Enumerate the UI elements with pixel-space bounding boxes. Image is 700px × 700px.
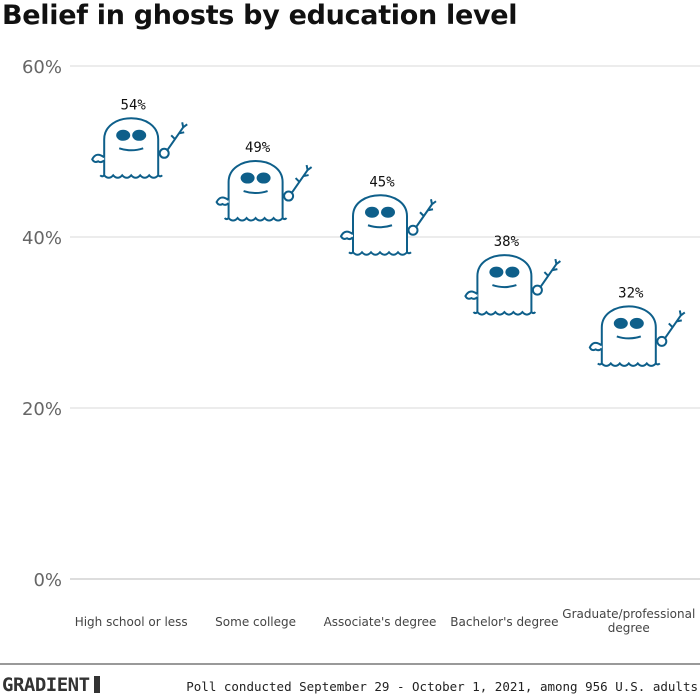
y-tick-label: 0% (33, 570, 62, 591)
ghost-icon (340, 194, 437, 256)
data-label: 32% (618, 285, 644, 301)
ghost-icon (91, 117, 189, 179)
y-tick-label: 60% (22, 57, 62, 78)
ghost-icon (588, 305, 686, 367)
data-label: 45% (369, 174, 395, 190)
chart-title: Belief in ghosts by education level (2, 0, 518, 31)
x-tick-label: Graduate/professional (562, 607, 695, 621)
x-tick-label: Bachelor's degree (450, 615, 558, 629)
x-tick-label: Associate's degree (324, 615, 437, 629)
x-tick-label: High school or less (75, 615, 188, 629)
footer-divider (0, 663, 700, 665)
x-tick-label: degree (608, 621, 650, 635)
ghost-icon (464, 254, 562, 316)
logo-bar (93, 676, 100, 693)
data-label: 49% (245, 140, 271, 156)
data-label: 38% (494, 234, 520, 250)
x-tick-label: Some college (215, 615, 296, 629)
y-tick-label: 20% (22, 399, 62, 420)
logo-text: GRADIENT (2, 674, 90, 696)
gradient-logo: GRADIENT (2, 674, 100, 696)
footer-note: Poll conducted September 29 - October 1,… (186, 679, 698, 694)
y-tick-label: 40% (22, 228, 62, 249)
ghost-icon (215, 160, 313, 222)
data-label: 54% (121, 97, 147, 113)
